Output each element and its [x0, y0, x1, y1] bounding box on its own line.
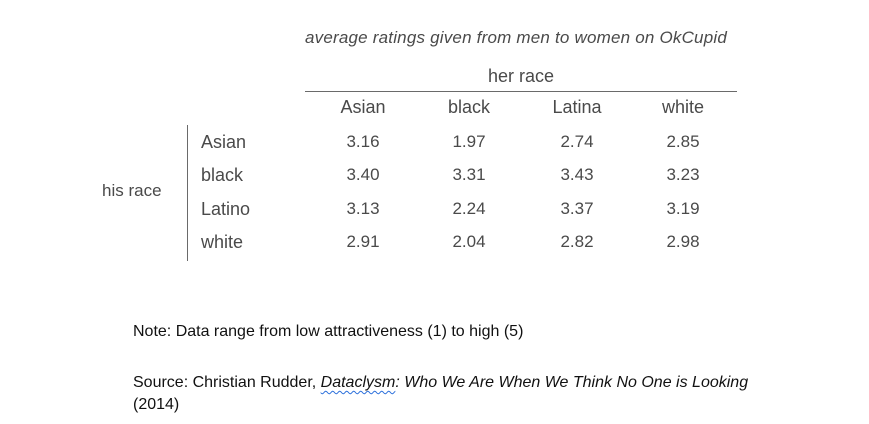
column-group-label: her race [487, 66, 555, 86]
table-cell: 2.91 [346, 232, 380, 251]
source-book-rest: : Who We Are When We Think No One is Loo… [395, 374, 749, 391]
table-cell: 2.04 [452, 232, 486, 251]
row-group-rule [187, 125, 188, 261]
table-title: average ratings given from men to women … [305, 28, 727, 47]
column-header: Latina [552, 97, 602, 117]
column-header: white [661, 97, 705, 117]
row-header: white [201, 232, 244, 252]
table-cell: 3.13 [346, 199, 380, 218]
table-cell: 3.19 [666, 199, 700, 218]
column-header: Asian [340, 97, 386, 117]
table-cell: 1.97 [452, 132, 486, 151]
table-cell: 2.98 [666, 232, 700, 251]
table-cell: 3.16 [346, 132, 380, 151]
source-book-title: Dataclysm: Who We Are When We Think No O… [321, 374, 748, 391]
table-cell: 2.24 [452, 199, 486, 218]
source-prefix: Source: Christian Rudder, [133, 374, 321, 391]
row-header: Latino [201, 199, 251, 219]
source-book-first-word: Dataclysm [320, 374, 396, 391]
header-rule [305, 91, 737, 92]
row-group-label: his race [102, 181, 162, 200]
table-cell: 2.74 [560, 132, 594, 151]
table-cell: 2.82 [560, 232, 594, 251]
table-cell: 3.40 [346, 165, 380, 184]
table-cell: 3.37 [560, 199, 594, 218]
column-header: black [447, 97, 491, 117]
table-cell: 3.31 [452, 165, 486, 184]
table-cell: 3.43 [560, 165, 594, 184]
note-text: Note: Data range from low attractiveness… [133, 323, 524, 340]
row-header: black [201, 165, 244, 185]
table-cell: 2.85 [666, 132, 700, 151]
source-suffix: (2014) [133, 396, 180, 413]
table-cell: 3.23 [666, 165, 700, 184]
source-text: Source: Christian Rudder, Dataclysm: Who… [133, 372, 773, 416]
row-header: Asian [201, 132, 247, 152]
